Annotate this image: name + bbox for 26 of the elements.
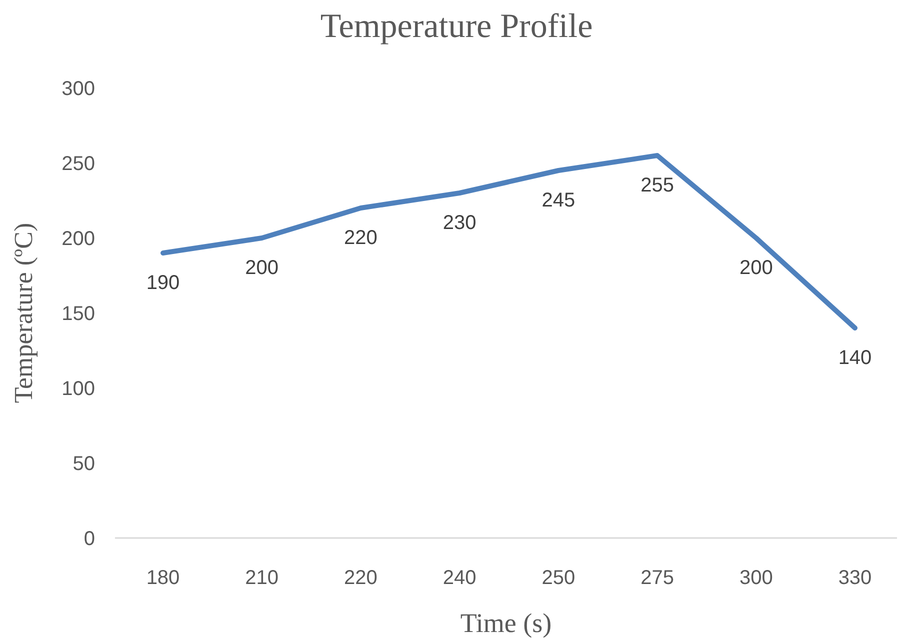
y-tick-label: 0 [84,528,95,550]
x-tick-label: 240 [442,567,476,590]
x-tick-label: 275 [640,567,674,590]
data-label: 220 [344,227,378,250]
x-tick-label: 300 [739,567,773,590]
x-tick-label: 220 [344,567,378,590]
y-tick-label: 50 [72,453,95,476]
data-label: 190 [146,272,180,294]
y-tick-label: 250 [62,153,95,176]
y-tick-label: 300 [62,78,95,100]
y-tick-label: 200 [62,228,95,250]
x-axis-title: Time (s) [460,608,552,638]
data-label: 200 [245,257,279,280]
x-tick-label: 180 [146,567,180,590]
data-label: 230 [442,212,476,234]
x-tick-label: 330 [838,567,872,590]
data-label: 245 [542,190,576,212]
x-tick-label: 210 [245,567,279,590]
y-tick-label: 100 [62,378,95,400]
x-tick-label: 250 [542,567,576,590]
chart-title: Temperature Profile [319,8,594,46]
data-label: 140 [838,347,872,370]
data-label: 200 [739,257,773,280]
data-label: 255 [640,174,674,197]
y-axis-title: Temperature (ºC) [9,222,38,404]
y-tick-label: 150 [62,303,95,326]
